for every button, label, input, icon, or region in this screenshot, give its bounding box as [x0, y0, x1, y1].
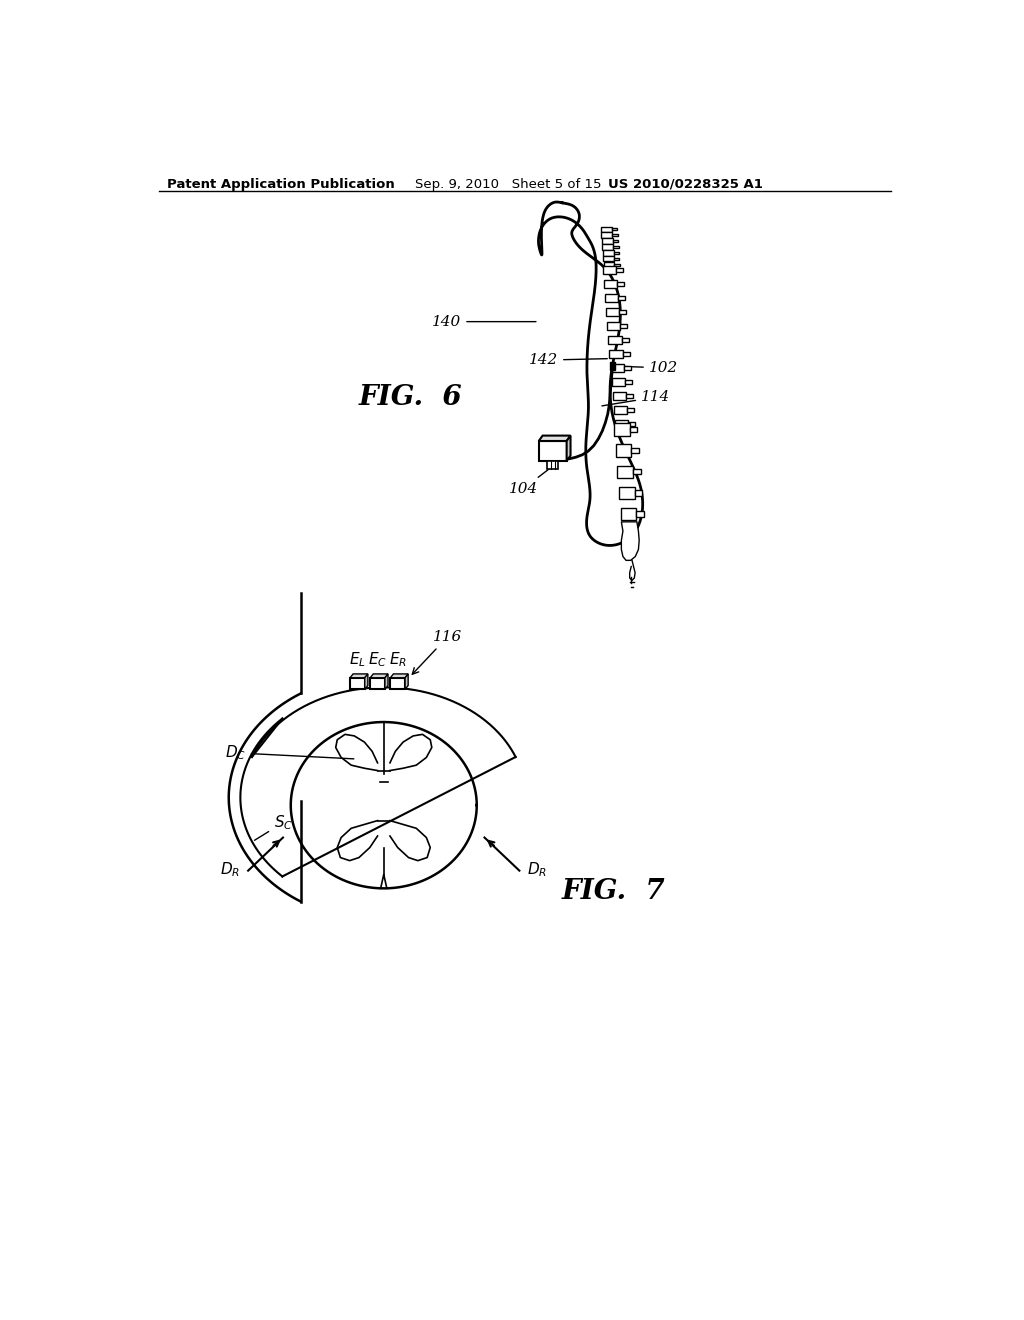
- Bar: [614, 420, 628, 428]
- Text: $D_R$: $D_R$: [527, 861, 547, 879]
- Bar: [604, 280, 617, 288]
- Bar: [610, 364, 624, 372]
- Bar: [390, 677, 406, 689]
- Bar: [610, 363, 615, 370]
- Polygon shape: [566, 436, 570, 461]
- Bar: [635, 490, 642, 496]
- Bar: [608, 335, 622, 345]
- Bar: [612, 392, 626, 400]
- Polygon shape: [371, 675, 388, 677]
- Polygon shape: [406, 675, 409, 689]
- Text: 114: 114: [602, 391, 671, 405]
- Bar: [626, 395, 633, 397]
- Text: $E_R$: $E_R$: [389, 649, 407, 669]
- Bar: [611, 378, 625, 387]
- Bar: [612, 234, 617, 236]
- Text: $D_C$: $D_C$: [224, 743, 354, 762]
- Bar: [601, 227, 611, 232]
- Bar: [620, 487, 635, 499]
- Bar: [350, 677, 365, 689]
- Bar: [603, 261, 614, 268]
- Polygon shape: [622, 521, 639, 561]
- Polygon shape: [539, 436, 570, 441]
- Text: $E_C$: $E_C$: [368, 649, 387, 669]
- Bar: [623, 352, 630, 356]
- Bar: [607, 322, 621, 330]
- Bar: [621, 325, 628, 327]
- Bar: [615, 445, 632, 457]
- Text: $E_L$: $E_L$: [349, 649, 366, 669]
- Text: 140: 140: [432, 314, 536, 329]
- Bar: [628, 422, 635, 426]
- Bar: [624, 366, 631, 370]
- Text: US 2010/0228325 A1: US 2010/0228325 A1: [608, 178, 763, 190]
- Bar: [616, 268, 623, 272]
- Polygon shape: [365, 675, 368, 689]
- Polygon shape: [350, 675, 368, 677]
- Bar: [611, 228, 617, 231]
- Bar: [613, 246, 618, 248]
- Bar: [614, 264, 620, 265]
- Text: 104: 104: [509, 470, 548, 496]
- Bar: [612, 240, 618, 242]
- Bar: [371, 677, 385, 689]
- Text: 142: 142: [528, 354, 607, 367]
- Bar: [614, 424, 630, 436]
- Bar: [627, 408, 634, 412]
- Bar: [613, 252, 618, 253]
- Bar: [603, 265, 616, 275]
- Bar: [547, 461, 558, 469]
- Text: FIG.  7: FIG. 7: [562, 878, 666, 906]
- Bar: [605, 294, 618, 302]
- Text: Patent Application Publication: Patent Application Publication: [167, 178, 394, 190]
- Bar: [617, 282, 625, 286]
- Bar: [620, 310, 627, 314]
- Text: FIG.  6: FIG. 6: [359, 384, 463, 411]
- Bar: [621, 508, 636, 520]
- Polygon shape: [390, 675, 409, 677]
- Polygon shape: [385, 675, 388, 689]
- Bar: [609, 350, 623, 358]
- Bar: [603, 256, 614, 261]
- Bar: [602, 239, 612, 244]
- Bar: [602, 244, 613, 249]
- Bar: [630, 426, 637, 432]
- Bar: [625, 380, 632, 384]
- Bar: [617, 466, 633, 478]
- Bar: [606, 308, 620, 317]
- Text: 102: 102: [622, 360, 678, 375]
- Bar: [636, 511, 644, 517]
- Bar: [539, 441, 566, 461]
- Text: 116: 116: [413, 630, 462, 675]
- Bar: [633, 469, 641, 474]
- Bar: [613, 405, 627, 414]
- Bar: [614, 257, 620, 260]
- Bar: [632, 447, 639, 453]
- Bar: [622, 338, 629, 342]
- Text: $D_R$: $D_R$: [220, 861, 241, 879]
- Text: Sep. 9, 2010   Sheet 5 of 15: Sep. 9, 2010 Sheet 5 of 15: [415, 178, 601, 190]
- Bar: [603, 251, 613, 256]
- Bar: [601, 232, 612, 238]
- Bar: [618, 296, 626, 300]
- Text: $S_C$: $S_C$: [255, 813, 293, 841]
